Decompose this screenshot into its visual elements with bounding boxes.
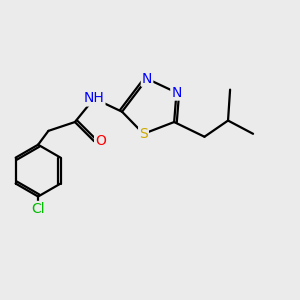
Text: S: S bbox=[139, 127, 148, 141]
Text: N: N bbox=[142, 72, 152, 86]
Text: N: N bbox=[171, 85, 182, 100]
Text: O: O bbox=[95, 134, 106, 148]
Text: NH: NH bbox=[84, 92, 104, 106]
Text: Cl: Cl bbox=[31, 202, 45, 216]
